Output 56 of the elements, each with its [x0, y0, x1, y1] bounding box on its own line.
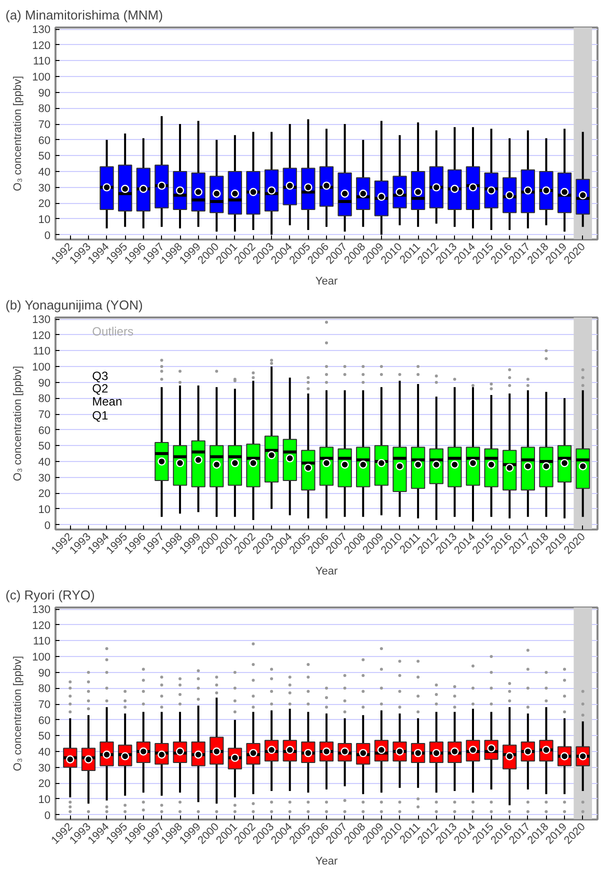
- x-axis-title: Year: [315, 855, 338, 868]
- annotation: Q2: [92, 382, 108, 396]
- y-tick-label: 90: [38, 377, 51, 390]
- y-tick-label: 40: [38, 166, 51, 178]
- y-tick-label: 60: [38, 424, 51, 437]
- y-tick-label: 40: [38, 456, 51, 468]
- y-tick-label: 90: [38, 87, 51, 100]
- y-tick-label: 100: [32, 362, 51, 374]
- y-axis-title: O₃ concentration [ppbv]: [12, 76, 24, 192]
- y-tick-label: 130: [32, 604, 51, 616]
- y-tick-label: 20: [38, 488, 51, 500]
- y-tick-label: 120: [32, 330, 51, 342]
- y-tick-label: 110: [32, 346, 51, 358]
- y-axis-title: O₃ concentration [ppbv]: [12, 366, 24, 482]
- x-axis-title: Year: [315, 565, 338, 578]
- y-tick-label: 130: [32, 24, 51, 36]
- y-tick-label: 30: [38, 182, 51, 194]
- y-tick-label: 10: [38, 794, 51, 806]
- y-tick-label: 0: [44, 520, 51, 532]
- y-tick-label: 50: [38, 150, 51, 163]
- y-tick-label: 80: [38, 683, 51, 696]
- y-tick-label: 0: [44, 230, 51, 242]
- y-tick-label: 20: [38, 778, 51, 790]
- x-axis-title: Year: [315, 275, 338, 288]
- y-tick-label: 80: [38, 103, 51, 116]
- y-tick-label: 40: [38, 746, 51, 758]
- chart-title: (c) Ryori (RYO): [6, 588, 95, 602]
- y-tick-label: 30: [38, 762, 51, 774]
- annotation: Q3: [92, 369, 108, 384]
- y-tick-label: 70: [38, 699, 51, 712]
- y-tick-label: 80: [38, 393, 51, 406]
- chart-title: (b) Yonagunijima (YON): [6, 298, 143, 312]
- y-tick-label: 120: [32, 620, 51, 632]
- y-tick-label: 10: [38, 214, 51, 226]
- chart-title: (a) Minamitorishima (MNM): [6, 8, 163, 22]
- y-tick-label: 60: [38, 714, 51, 727]
- y-tick-label: 10: [38, 504, 51, 516]
- y-tick-label: 0: [44, 810, 51, 822]
- y-tick-label: 70: [38, 119, 51, 132]
- annotation: Mean: [92, 394, 122, 408]
- y-tick-label: 120: [32, 40, 51, 52]
- y-tick-label: 50: [38, 440, 51, 453]
- y-tick-label: 70: [38, 409, 51, 422]
- y-tick-label: 110: [32, 56, 51, 68]
- y-tick-label: 50: [38, 730, 51, 743]
- annotation: Outliers: [92, 324, 134, 339]
- y-tick-label: 100: [32, 72, 51, 84]
- annotation: Q1: [92, 408, 108, 423]
- y-tick-label: 90: [38, 667, 51, 680]
- y-tick-label: 60: [38, 134, 51, 147]
- y-tick-label: 110: [32, 636, 51, 648]
- y-axis-title: O₃ concentration [ppbv]: [12, 656, 24, 772]
- y-tick-label: 100: [32, 652, 51, 664]
- y-tick-label: 30: [38, 472, 51, 484]
- y-tick-label: 20: [38, 198, 51, 210]
- y-tick-label: 130: [32, 314, 51, 326]
